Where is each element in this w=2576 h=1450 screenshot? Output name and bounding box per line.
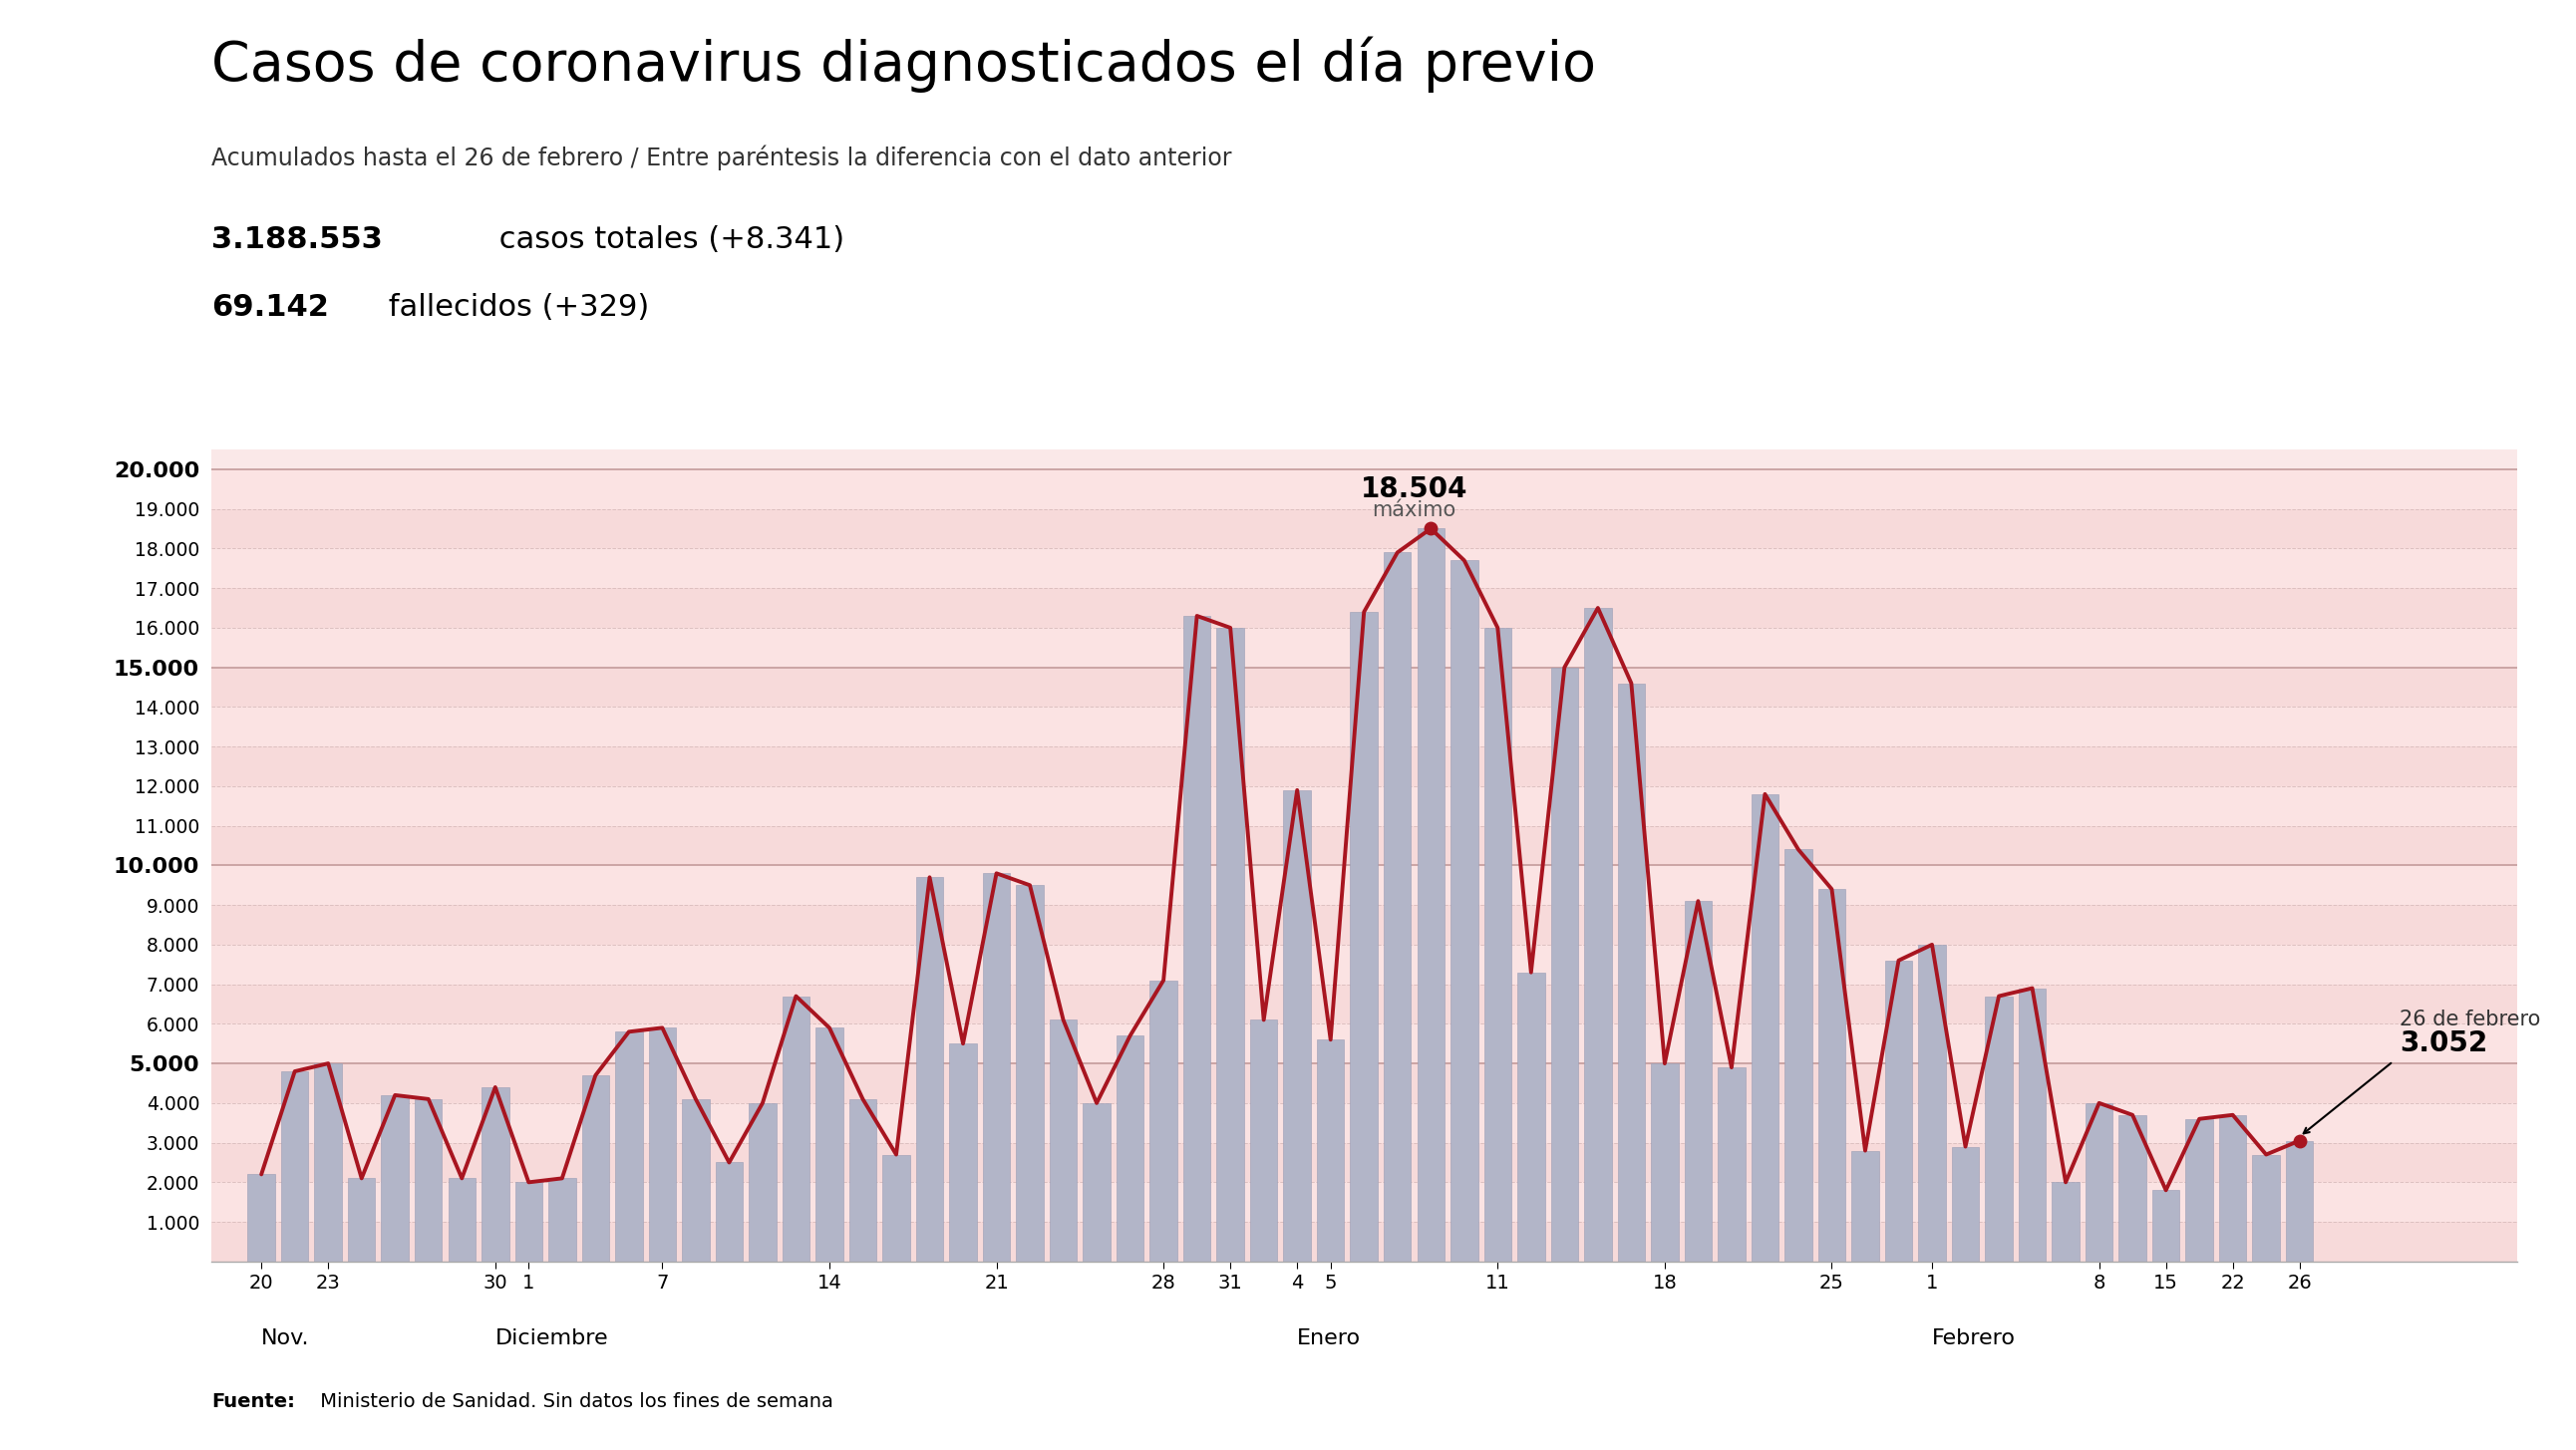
- Bar: [1852, 1151, 1878, 1262]
- Bar: [2120, 1115, 2146, 1262]
- Bar: [917, 877, 943, 1262]
- Text: casos totales (+8.341): casos totales (+8.341): [489, 225, 845, 254]
- Bar: [850, 1099, 876, 1262]
- Bar: [211, 708, 2517, 747]
- Bar: [211, 985, 2517, 1024]
- Bar: [211, 1143, 2517, 1182]
- Text: fallecidos (+329): fallecidos (+329): [379, 293, 649, 322]
- Text: Nov.: Nov.: [260, 1328, 309, 1348]
- Bar: [1551, 667, 1579, 1262]
- Bar: [2087, 1103, 2112, 1262]
- Text: 69.142: 69.142: [211, 293, 330, 322]
- Bar: [783, 996, 809, 1262]
- Bar: [1785, 850, 1811, 1262]
- Bar: [1886, 960, 1911, 1262]
- Bar: [1919, 944, 1945, 1262]
- Bar: [1484, 628, 1512, 1262]
- Bar: [348, 1179, 376, 1262]
- Bar: [415, 1099, 443, 1262]
- Bar: [1015, 884, 1043, 1262]
- Text: Febrero: Febrero: [1932, 1328, 2017, 1348]
- Bar: [1283, 790, 1311, 1262]
- Bar: [2020, 989, 2045, 1262]
- Text: Diciembre: Diciembre: [495, 1328, 608, 1348]
- Bar: [1149, 980, 1177, 1262]
- Text: 3.188.553: 3.188.553: [211, 225, 381, 254]
- Bar: [884, 1154, 909, 1262]
- Bar: [1350, 612, 1378, 1262]
- Bar: [381, 1095, 410, 1262]
- Bar: [211, 826, 2517, 866]
- Bar: [211, 667, 2517, 708]
- Text: Fuente:: Fuente:: [211, 1392, 294, 1411]
- Bar: [1082, 1103, 1110, 1262]
- Bar: [211, 589, 2517, 628]
- Bar: [1986, 996, 2012, 1262]
- Bar: [211, 628, 2517, 667]
- Bar: [1417, 529, 1445, 1262]
- Bar: [616, 1032, 641, 1262]
- Bar: [951, 1044, 976, 1262]
- Bar: [2053, 1182, 2079, 1262]
- Bar: [211, 1063, 2517, 1103]
- Bar: [582, 1076, 608, 1262]
- Bar: [482, 1088, 510, 1262]
- Bar: [281, 1072, 309, 1262]
- Bar: [1115, 1035, 1144, 1262]
- Bar: [1048, 1019, 1077, 1262]
- Bar: [683, 1099, 708, 1262]
- Bar: [211, 786, 2517, 826]
- Bar: [211, 1024, 2517, 1063]
- Bar: [2251, 1154, 2280, 1262]
- Bar: [211, 509, 2517, 548]
- Bar: [984, 873, 1010, 1262]
- Bar: [1651, 1063, 1680, 1262]
- Bar: [1618, 683, 1646, 1262]
- Text: 18.504: 18.504: [1360, 476, 1468, 503]
- Bar: [649, 1028, 675, 1262]
- Bar: [211, 548, 2517, 589]
- Bar: [211, 866, 2517, 905]
- Bar: [549, 1179, 577, 1262]
- Bar: [2285, 1141, 2313, 1262]
- Text: Ministerio de Sanidad. Sin datos los fines de semana: Ministerio de Sanidad. Sin datos los fin…: [314, 1392, 835, 1411]
- Text: Enero: Enero: [1298, 1328, 1360, 1348]
- Bar: [1316, 1040, 1345, 1262]
- Bar: [448, 1179, 477, 1262]
- Bar: [211, 1103, 2517, 1143]
- Bar: [1752, 795, 1777, 1262]
- Bar: [1718, 1067, 1744, 1262]
- Bar: [817, 1028, 842, 1262]
- Bar: [1450, 560, 1479, 1262]
- Bar: [750, 1103, 775, 1262]
- Bar: [1517, 973, 1546, 1262]
- Bar: [1182, 616, 1211, 1262]
- Text: 26 de febrero: 26 de febrero: [2401, 1009, 2540, 1030]
- Bar: [211, 1182, 2517, 1222]
- Bar: [1383, 552, 1412, 1262]
- Bar: [2218, 1115, 2246, 1262]
- Bar: [716, 1163, 742, 1262]
- Bar: [515, 1182, 544, 1262]
- Bar: [1216, 628, 1244, 1262]
- Bar: [2184, 1119, 2213, 1262]
- Text: 3.052: 3.052: [2401, 1030, 2488, 1057]
- Bar: [1685, 900, 1713, 1262]
- Text: máximo: máximo: [1373, 500, 1455, 521]
- Bar: [211, 747, 2517, 786]
- Bar: [1249, 1019, 1278, 1262]
- Bar: [1953, 1147, 1978, 1262]
- Text: Casos de coronavirus diagnosticados el día previo: Casos de coronavirus diagnosticados el d…: [211, 36, 1597, 93]
- Bar: [211, 1222, 2517, 1262]
- Bar: [314, 1063, 343, 1262]
- Bar: [211, 944, 2517, 985]
- Bar: [247, 1175, 276, 1262]
- Bar: [1584, 608, 1613, 1262]
- Text: Acumulados hasta el 26 de febrero / Entre paréntesis la diferencia con el dato a: Acumulados hasta el 26 de febrero / Entr…: [211, 145, 1231, 171]
- Bar: [1819, 889, 1844, 1262]
- Bar: [2151, 1190, 2179, 1262]
- Bar: [211, 470, 2517, 509]
- Bar: [211, 905, 2517, 944]
